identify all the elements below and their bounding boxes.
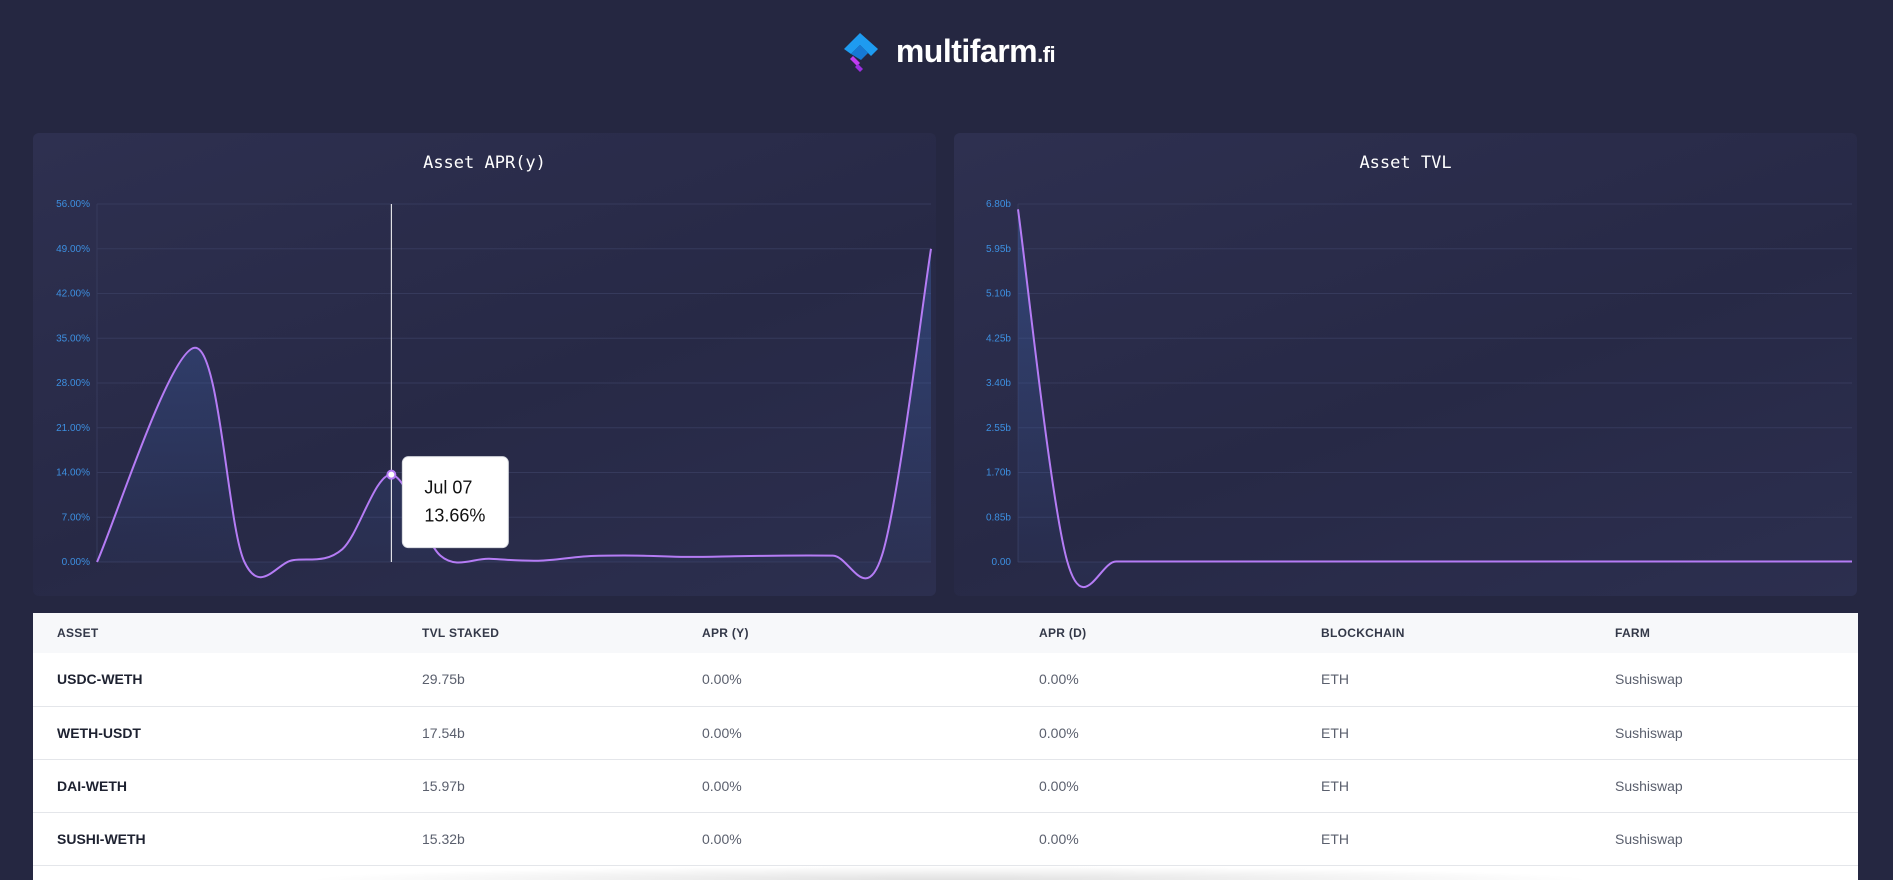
table-row[interactable]: SUSHI-WETH 15.32b 0.00% 0.00% ETH Sushis… [33,812,1858,865]
apr-highlight-point [386,469,397,480]
col-asset[interactable]: ASSET [57,626,99,640]
assets-table: ASSET TVL STAKED APR (Y) APR (D) BLOCKCH… [33,613,1858,880]
multifarm-logo-icon [843,33,878,72]
apr-chart[interactable]: 0.00% 7.00% 14.00% 21.00% 28.00% 35.00% 42.00%… [33,133,936,596]
cell-farm: Sushiswap [1615,777,1683,794]
col-tvl-staked[interactable]: TVL STAKED [422,626,500,640]
cell-blockchain: ETH [1321,830,1349,847]
cell-apr-d: 0.00% [1039,724,1079,741]
apr-area [97,248,931,579]
cell-apr-y: 0.00% [702,830,742,847]
brand-wordmark: multifarm.fi [895,32,1056,70]
cell-apr-y: 0.00% [702,777,742,794]
apr-tooltip-date: Jul 07 [424,478,472,498]
cell-apr-d: 0.00% [1039,777,1079,794]
cell-asset: DAI-WETH [57,777,127,794]
col-apr-d[interactable]: APR (D) [1039,626,1087,640]
cell-tvl: 29.75b [422,671,465,688]
tvl-series-line [1017,209,1852,589]
cell-farm: Sushiswap [1615,830,1683,847]
tvl-chart-title: Asset TVL [1359,153,1452,173]
tvl-ytick-label: 2.55b [986,423,1011,434]
cell-asset: WETH-USDT [57,724,141,741]
brand-logo[interactable]: multifarm.fi [838,29,1056,73]
tvl-ytick-label: 3.40b [986,378,1011,389]
col-farm[interactable]: FARM [1615,626,1651,640]
tvl-ytick-label: 5.95b [986,244,1011,255]
cell-blockchain: ETH [1321,777,1349,794]
tvl-ytick-label: 4.25b [986,333,1011,344]
apr-ytick-label: 56.00% [56,199,90,210]
table-row[interactable]: WETH-USDT 17.54b 0.00% 0.00% ETH Sushisw… [33,706,1858,759]
col-blockchain[interactable]: BLOCKCHAIN [1321,626,1405,640]
apr-series-line [96,248,932,580]
tvl-ytick-label: 1.70b [986,468,1011,479]
cell-farm: Sushiswap [1615,724,1683,741]
cell-tvl: 15.32b [422,830,465,847]
apr-ytick-label: 0.00% [62,557,90,568]
apr-chart-panel: Asset APR(y) 0.00% 7.00% 14.00% 21.00% 28.00… [33,133,936,596]
cell-asset: USDC-WETH [57,671,143,688]
apr-ytick-label: 14.00% [56,468,90,479]
tvl-area [1018,209,1852,588]
apr-ytick-label: 49.00% [56,244,90,255]
tvl-ytick-label: 6.80b [986,199,1011,210]
cell-tvl: 17.54b [422,724,465,741]
tvl-ytick-label: 5.10b [986,289,1011,300]
bottom-shadow [300,866,1600,880]
cell-blockchain: ETH [1321,724,1349,741]
col-apr-y[interactable]: APR (Y) [702,626,749,640]
tvl-chart-panel: Asset TVL 0.00 0.85b 1.70b 2.55b 3.40b 4.25b 5… [954,133,1857,596]
apr-chart-title: Asset APR(y) [423,153,546,173]
apr-ytick-label: 42.00% [56,289,90,300]
tvl-ytick-label: 0.00 [992,557,1012,568]
table-header-row: ASSET TVL STAKED APR (Y) APR (D) BLOCKCH… [33,613,1858,653]
cell-apr-d: 0.00% [1039,830,1079,847]
cell-apr-d: 0.00% [1039,671,1079,688]
header: multifarm.fi [0,0,1893,110]
apr-ytick-label: 7.00% [62,512,90,523]
cell-apr-y: 0.00% [702,724,742,741]
cell-apr-y: 0.00% [702,671,742,688]
cell-asset: SUSHI-WETH [57,830,146,847]
table-row[interactable]: USDC-WETH 29.75b 0.00% 0.00% ETH Sushisw… [33,653,1858,706]
apr-ytick-label: 35.00% [56,333,90,344]
tvl-ytick-label: 0.85b [986,512,1011,523]
apr-tooltip [401,456,509,549]
cell-blockchain: ETH [1321,671,1349,688]
brand-suffix: .fi [1037,41,1056,67]
cell-farm: Sushiswap [1615,671,1683,688]
apr-tooltip-value: 13.66% [424,506,485,526]
apr-ytick-label: 21.00% [56,423,90,434]
cell-tvl: 15.97b [422,777,465,794]
brand-name: multifarm [895,32,1038,69]
table-row[interactable]: DAI-WETH 15.97b 0.00% 0.00% ETH Sushiswa… [33,759,1858,812]
apr-ytick-label: 28.00% [56,378,90,389]
tvl-chart[interactable]: 0.00 0.85b 1.70b 2.55b 3.40b 4.25b 5.10b 5.95b 6… [954,133,1857,596]
